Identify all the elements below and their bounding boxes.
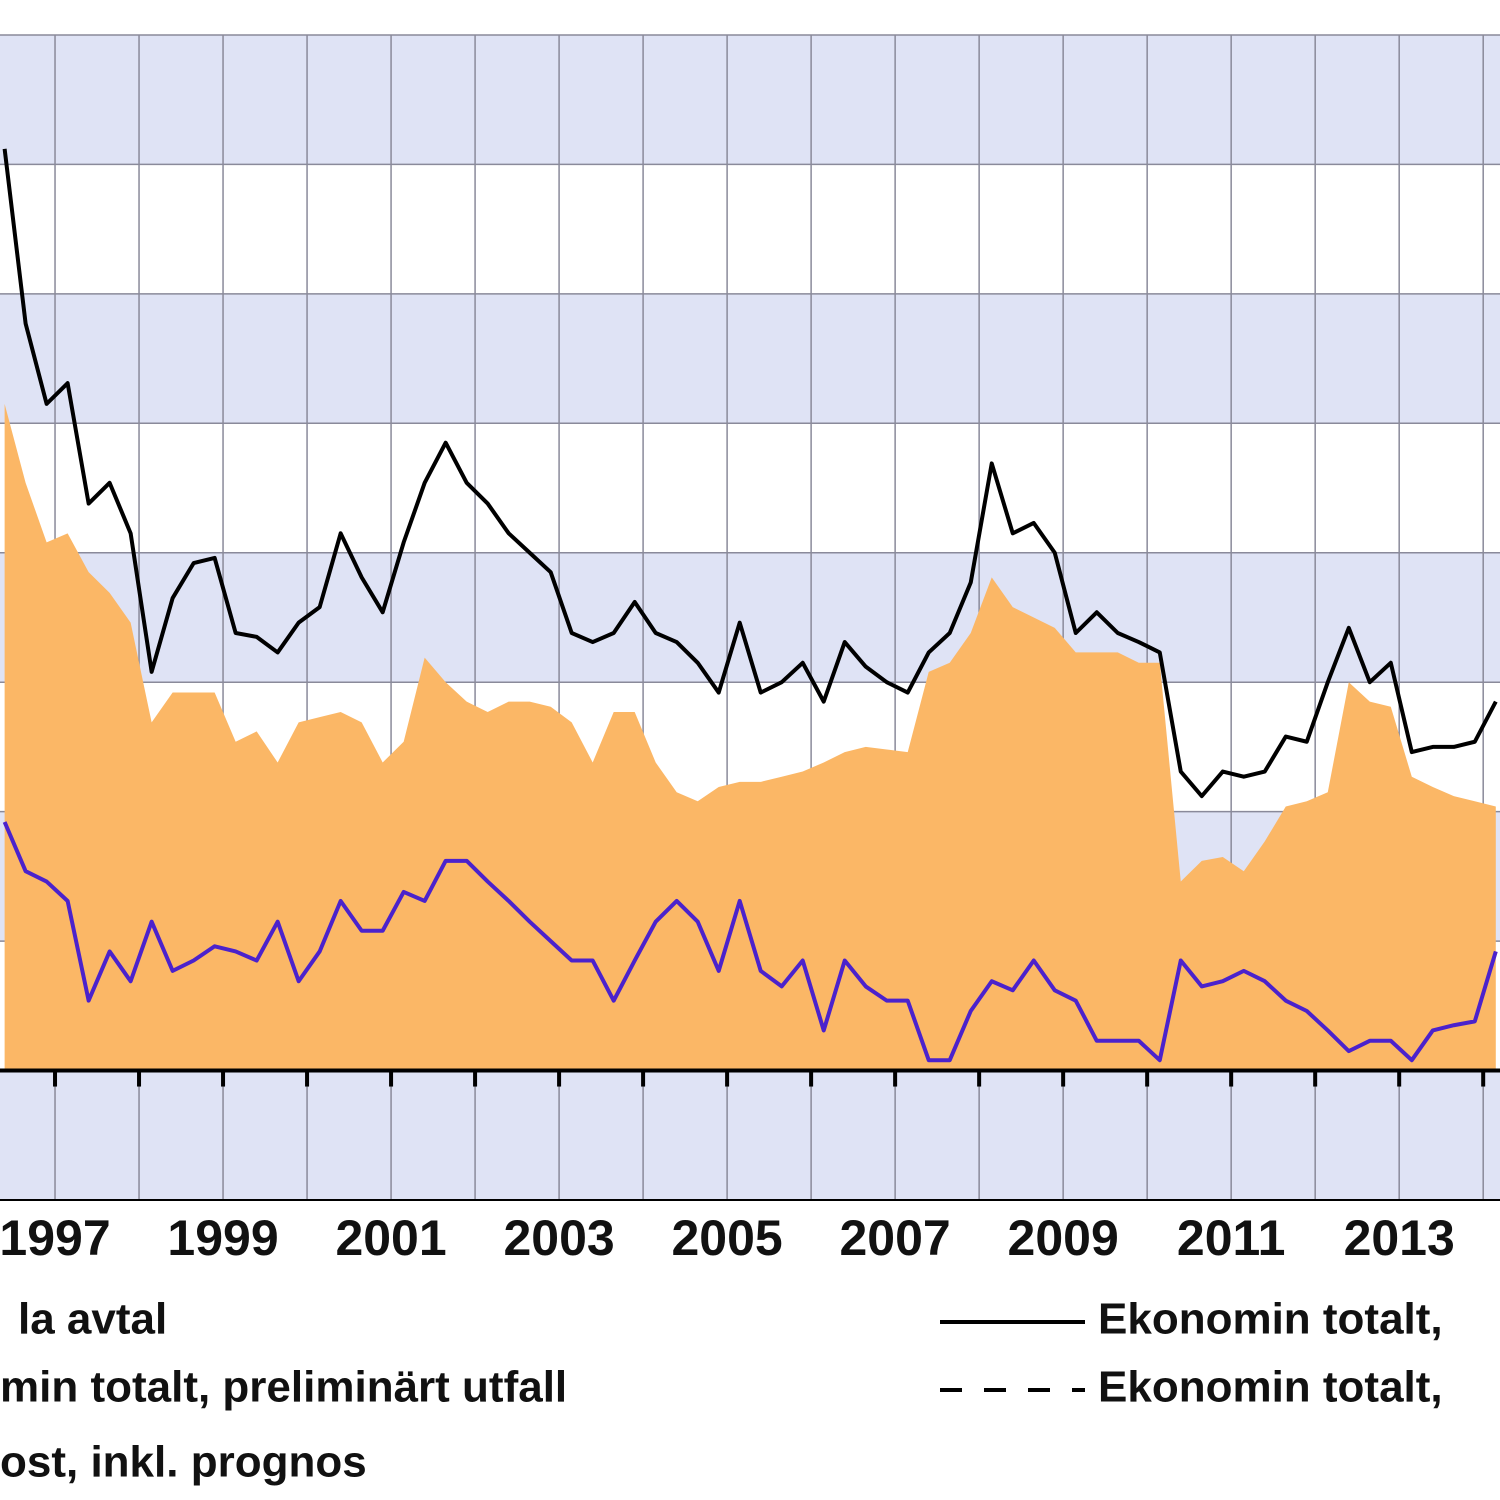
x-tick-label: 2009 (1008, 1210, 1119, 1266)
area (4, 403, 1496, 1071)
x-tick-label: 1999 (167, 1210, 278, 1266)
x-tick-label: 2011 (1177, 1210, 1285, 1266)
band (0, 34, 1500, 165)
x-tick-label: 2005 (671, 1210, 782, 1266)
legend-label: Ekonomin totalt, (1098, 1295, 1443, 1344)
x-tick-label: 1997 (0, 1210, 111, 1266)
legend-label: ost, inkl. prognos (0, 1438, 367, 1487)
line (2, 148, 1498, 799)
band (0, 1070, 1500, 1200)
x-tick-label: 2013 (1344, 1210, 1455, 1266)
x-tick-label: 2007 (840, 1210, 951, 1266)
line (2, 821, 1498, 1063)
legend-label: la avtal (18, 1295, 167, 1344)
x-tick-label: 2003 (503, 1210, 614, 1266)
legend-label: Ekonomin totalt, (1098, 1363, 1443, 1412)
legend-label: min totalt, preliminärt utfall (0, 1363, 567, 1412)
x-tick-label: 2001 (335, 1210, 446, 1266)
band (0, 293, 1500, 424)
